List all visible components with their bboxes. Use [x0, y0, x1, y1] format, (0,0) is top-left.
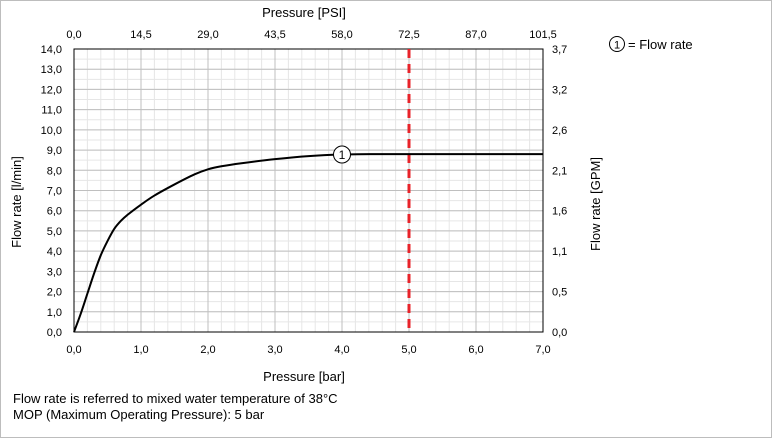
y2-axis-ticks: 0,0 0,5 1,1 1,6 2,1 2,6 3,2 3,7 — [552, 44, 567, 339]
y-tick-label: 0,0 — [47, 327, 62, 339]
x2-tick-label: 101,5 — [529, 29, 557, 41]
x-axis-title: Pressure [bar] — [263, 369, 345, 384]
x-tick-label: 3,0 — [267, 344, 282, 356]
y-tick-label: 4,0 — [47, 246, 62, 258]
x-axis-ticks: 0,0 1,0 2,0 3,0 4,0 5,0 6,0 7,0 — [66, 344, 550, 356]
x2-tick-label: 72,5 — [398, 29, 419, 41]
x2-tick-label: 14,5 — [130, 29, 151, 41]
series-marker-label: 1 — [339, 148, 346, 162]
x-tick-label: 4,0 — [334, 344, 349, 356]
y2-tick-label: 3,7 — [552, 44, 567, 56]
plot-area-border — [73, 48, 544, 333]
y2-tick-label: 1,6 — [552, 206, 567, 218]
x2-axis-ticks: 0,0 14,5 29,0 43,5 58,0 72,5 87,0 101,5 — [66, 29, 556, 41]
y2-tick-label: 1,1 — [552, 246, 567, 258]
legend-marker-label: 1 — [614, 40, 620, 52]
y2-tick-label: 0,0 — [552, 327, 567, 339]
y-tick-label: 10,0 — [41, 125, 62, 137]
legend: 1 = Flow rate — [609, 36, 693, 52]
y-tick-label: 13,0 — [41, 64, 62, 76]
y2-tick-label: 3,2 — [552, 84, 567, 96]
series-marker-flow-rate: 1 — [333, 145, 351, 164]
y-tick-label: 14,0 — [41, 44, 62, 56]
y-tick-label: 2,0 — [47, 287, 62, 299]
note-mop: MOP (Maximum Operating Pressure): 5 bar — [13, 407, 265, 422]
legend-marker-circle — [609, 36, 625, 52]
x2-tick-label: 58,0 — [331, 29, 352, 41]
y2-axis-title: Flow rate [GPM] — [588, 157, 603, 251]
x2-tick-label: 87,0 — [465, 29, 486, 41]
x-tick-label: 0,0 — [66, 344, 81, 356]
series-line-flow-rate — [73, 153, 543, 333]
y-axis-title: Flow rate [l/min] — [9, 156, 24, 248]
y-tick-label: 11,0 — [41, 105, 62, 117]
x-tick-label: 6,0 — [468, 344, 483, 356]
major-gridlines — [73, 48, 544, 333]
y-tick-label: 8,0 — [47, 165, 62, 177]
note-temperature: Flow rate is referred to mixed water tem… — [13, 391, 338, 406]
y-tick-label: 12,0 — [41, 84, 62, 96]
x-tick-label: 7,0 — [535, 344, 550, 356]
y2-tick-label: 2,1 — [552, 165, 567, 177]
y-tick-label: 5,0 — [47, 226, 62, 238]
series-marker-circle — [333, 145, 351, 164]
y-tick-label: 9,0 — [47, 145, 62, 157]
x-tick-label: 2,0 — [200, 344, 215, 356]
y-tick-label: 6,0 — [47, 206, 62, 218]
x2-tick-label: 29,0 — [197, 29, 218, 41]
y2-tick-label: 0,5 — [552, 287, 567, 299]
y2-tick-label: 2,6 — [552, 125, 567, 137]
legend-label: = Flow rate — [628, 37, 693, 52]
x2-tick-label: 0,0 — [66, 29, 81, 41]
y-tick-label: 3,0 — [47, 266, 62, 278]
x-tick-label: 1,0 — [133, 344, 148, 356]
x-tick-label: 5,0 — [401, 344, 416, 356]
x2-axis-title: Pressure [PSI] — [262, 5, 346, 20]
y-axis-ticks: 0,0 1,0 2,0 3,0 4,0 5,0 6,0 7,0 8,0 9,0 10,0 11,0 12… — [41, 44, 62, 339]
y-tick-label: 7,0 — [47, 186, 62, 198]
y-tick-label: 1,0 — [47, 307, 62, 319]
x2-tick-label: 43,5 — [264, 29, 285, 41]
